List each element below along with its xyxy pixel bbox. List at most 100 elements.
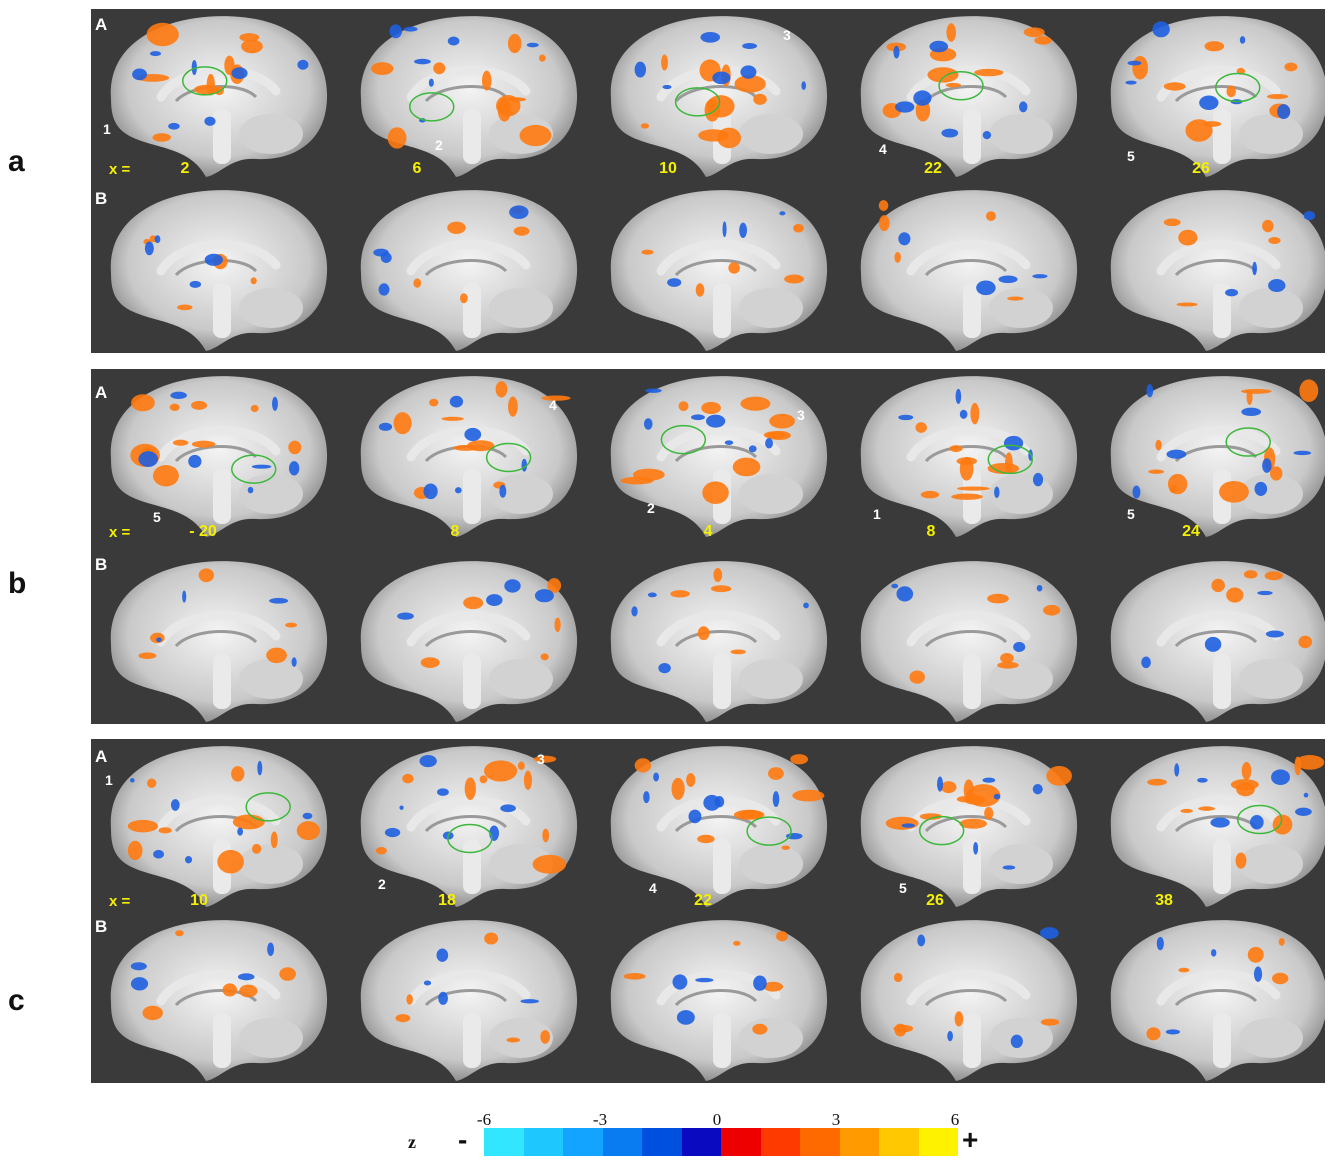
colorbar-label: z	[408, 1132, 416, 1152]
colorbar-segment	[760, 1128, 800, 1156]
colorbar-segment	[642, 1128, 682, 1156]
brain-slice	[860, 16, 1078, 177]
x-value: 10	[659, 160, 677, 177]
brain-slice	[360, 16, 578, 177]
colorbar-segment	[484, 1128, 524, 1156]
colorbar-tick: 6	[950, 1110, 960, 1129]
colorbar-segment	[918, 1128, 958, 1156]
brain-slice	[610, 190, 828, 351]
x-prefix: x =	[109, 161, 131, 178]
colorbar-segment	[563, 1128, 603, 1156]
brain-slice	[360, 376, 578, 537]
panel-letter-a: a	[8, 145, 25, 178]
brain-slice	[1110, 920, 1325, 1081]
roi-label: 2	[435, 137, 443, 153]
roi-label: 5	[899, 880, 907, 896]
x-value: 22	[694, 892, 712, 909]
panel-c: A B x = 10 18 22 26 38 1 2 3 4 5	[91, 739, 1325, 1083]
roi-label: 3	[797, 407, 805, 423]
brain-slice	[1110, 746, 1325, 907]
roi-label: 3	[783, 27, 791, 43]
brain-slice	[110, 190, 328, 351]
colorbar-segment	[879, 1128, 919, 1156]
colorbar	[484, 1128, 958, 1156]
colorbar-tick: -6	[476, 1110, 492, 1129]
brain-slice	[110, 920, 328, 1081]
colorbar-segment	[839, 1128, 879, 1156]
roi-label: 3	[537, 751, 545, 767]
brain-slice	[1110, 376, 1325, 537]
row-label-B: B	[95, 917, 108, 936]
brain-slice	[860, 190, 1078, 351]
brain-slice	[110, 16, 328, 177]
roi-label: 1	[103, 121, 111, 137]
roi-label: 2	[647, 500, 655, 516]
colorbar-tick: 3	[831, 1110, 841, 1129]
colorbar-segment	[681, 1128, 721, 1156]
x-value: 38	[1155, 892, 1173, 909]
roi-label: 2	[378, 876, 386, 892]
brain-slice	[610, 746, 828, 907]
panel-letter-c: c	[8, 984, 25, 1017]
brain-slice	[360, 920, 578, 1081]
colorbar-segment	[523, 1128, 563, 1156]
x-prefix: x =	[109, 893, 131, 910]
colorbar-minus: -	[458, 1124, 468, 1155]
brain-slices-c	[110, 746, 1325, 1081]
brain-slices-b	[110, 376, 1325, 722]
brain-slice	[110, 746, 328, 907]
brain-slices-a	[110, 16, 1325, 351]
colorbar-tick: -3	[592, 1110, 608, 1129]
roi-label: 1	[873, 506, 881, 522]
brain-slice	[1110, 561, 1325, 722]
x-value: 8	[926, 523, 936, 540]
x-value: 4	[703, 523, 713, 540]
row-label-B: B	[95, 555, 108, 574]
panel-a: A B x = 2 6 10 22 26 1 2 3 4 5	[91, 9, 1325, 353]
brain-slice	[860, 746, 1078, 907]
x-value: - 20	[189, 523, 217, 540]
x-prefix: x =	[109, 524, 131, 541]
x-value: 22	[924, 160, 942, 177]
x-value: 2	[180, 160, 190, 177]
x-value: 26	[926, 892, 944, 909]
brain-slice	[360, 561, 578, 722]
roi-label: 5	[1127, 148, 1135, 164]
x-value: 10	[190, 892, 208, 909]
brain-slice	[360, 190, 578, 351]
brain-slice	[610, 561, 828, 722]
roi-label: 5	[1127, 506, 1135, 522]
x-value: 8	[450, 523, 460, 540]
roi-label: 5	[153, 509, 161, 525]
colorbar-tick: 0	[712, 1110, 722, 1129]
brain-slice	[610, 16, 828, 177]
brain-slice	[110, 561, 328, 722]
panel-b: A B x = - 20 8 4 8 24 5 4 2 3 1 5	[91, 369, 1325, 724]
colorbar-segment	[800, 1128, 840, 1156]
colorbar-segment	[602, 1128, 642, 1156]
brain-slice	[1110, 190, 1325, 351]
colorbar-plus: +	[962, 1124, 979, 1155]
roi-label: 4	[649, 880, 657, 896]
brain-slice	[610, 376, 828, 537]
brain-slice	[860, 376, 1078, 537]
brain-slice	[610, 920, 828, 1081]
roi-label: 1	[105, 772, 113, 788]
x-value: 26	[1192, 160, 1210, 177]
colorbar-segment	[721, 1128, 761, 1156]
brain-slice	[860, 561, 1078, 722]
x-value: 24	[1182, 523, 1200, 540]
brain-slice	[360, 746, 578, 907]
panel-letter-b: b	[8, 567, 27, 600]
row-label-A: A	[95, 15, 108, 34]
x-value: 18	[438, 892, 456, 909]
brain-slice	[1110, 16, 1325, 177]
roi-label: 4	[879, 141, 887, 157]
brain-slice	[860, 920, 1078, 1081]
roi-label: 4	[549, 397, 557, 413]
brain-slice	[110, 376, 328, 537]
row-label-A: A	[95, 747, 108, 766]
row-label-A: A	[95, 383, 108, 402]
x-value: 6	[412, 160, 422, 177]
row-label-B: B	[95, 189, 108, 208]
